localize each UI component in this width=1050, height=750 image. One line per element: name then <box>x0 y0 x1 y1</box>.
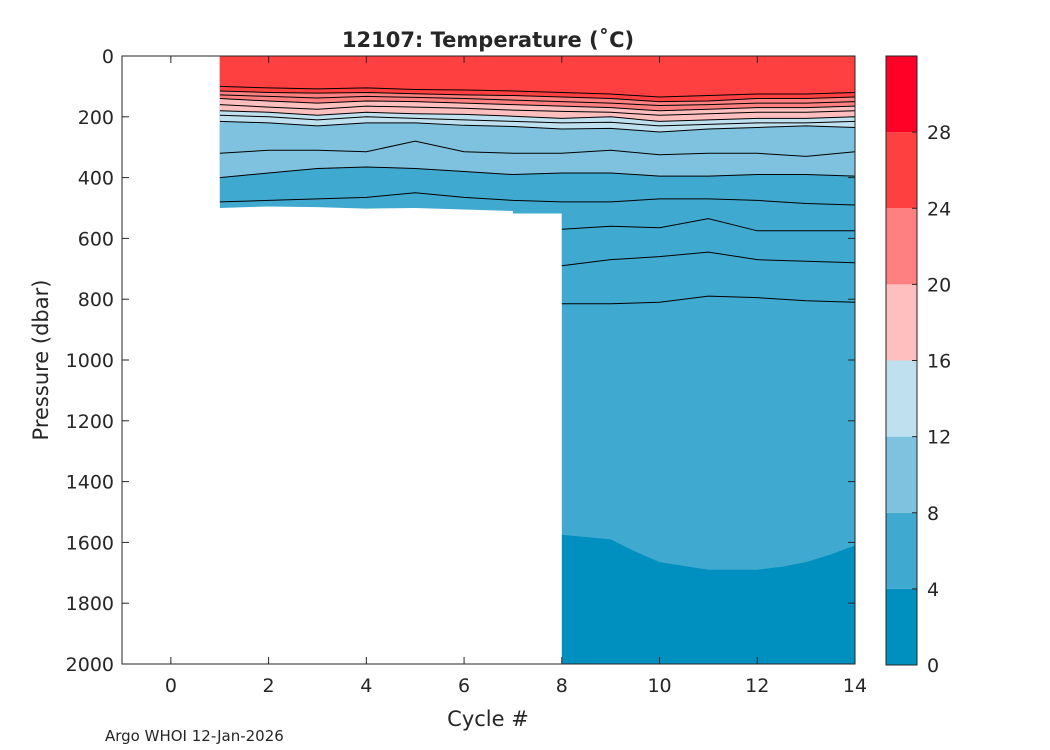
isotherm-5c <box>561 251 855 267</box>
credit-text: Argo WHOI 12-Jan-2026 <box>105 727 284 745</box>
band-below-4c <box>561 534 855 664</box>
isotherm-10c <box>219 140 855 157</box>
isotherm-6c <box>561 218 855 232</box>
isotherm-26c <box>219 85 855 98</box>
x-tick-label: 6 <box>458 675 470 697</box>
colorbar-tick-label: 24 <box>927 198 951 220</box>
colorbar-tick-label: 8 <box>927 503 939 525</box>
x-tick-label: 12 <box>745 675 769 697</box>
colorbar-swatch <box>886 132 917 209</box>
y-tick-label: 1600 <box>66 532 114 554</box>
y-tick-label: 200 <box>78 107 114 129</box>
y-tick-label: 1000 <box>66 350 114 372</box>
x-axis-label: Cycle # <box>447 707 529 731</box>
y-tick-label: 1200 <box>66 411 114 433</box>
colorbar-swatch <box>886 360 917 437</box>
isotherm-4c <box>561 295 855 305</box>
colorbar-swatch <box>886 56 917 133</box>
x-tick-label: 10 <box>647 675 671 697</box>
y-axis-label: Pressure (dbar) <box>29 280 53 441</box>
chart-title: 12107: Temperature (˚C) <box>342 28 634 52</box>
x-axis: 0 2 4 6 8 10 12 14 <box>165 56 867 697</box>
x-tick-label: 2 <box>263 675 275 697</box>
colorbar-tick-label: 12 <box>927 427 951 449</box>
colorbar: 0 4 8 12 16 20 24 28 <box>885 55 951 677</box>
isotherm-7c <box>219 192 855 206</box>
temperature-fill-layer <box>219 56 855 664</box>
y-tick-label: 400 <box>78 168 114 190</box>
y-tick-label: 800 <box>78 289 114 311</box>
isotherm-8c <box>219 166 855 179</box>
x-tick-label: 14 <box>843 675 867 697</box>
colorbar-tick-label: 28 <box>927 122 951 144</box>
x-tick-label: 4 <box>360 675 372 697</box>
colorbar-swatch <box>886 436 917 513</box>
isotherm-20c <box>219 98 855 112</box>
y-tick-label: 2000 <box>66 654 114 676</box>
band-above-26c <box>219 56 855 98</box>
colorbar-swatch <box>886 208 917 285</box>
colorbar-swatch <box>886 588 917 665</box>
colorbar-tick-label: 20 <box>927 274 951 296</box>
isotherm-16c <box>219 110 855 122</box>
colorbar-swatch <box>886 284 917 361</box>
y-tick-label: 600 <box>78 228 114 250</box>
colorbar-swatch <box>886 512 917 589</box>
isotherm-24c <box>219 90 855 103</box>
isotherm-14c <box>219 114 855 127</box>
y-tick-label: 0 <box>102 46 114 68</box>
isotherm-22c <box>219 94 855 107</box>
y-axis: 0 200 400 600 800 1000 1200 1400 1600 1800 2000 <box>66 46 855 676</box>
x-tick-label: 8 <box>556 675 568 697</box>
y-tick-label: 1800 <box>66 593 114 615</box>
isotherm-18c <box>219 104 855 116</box>
y-tick-label: 1400 <box>66 472 114 494</box>
colorbar-tick-label: 16 <box>927 351 951 373</box>
colorbar-tick-label: 0 <box>927 655 939 677</box>
colorbar-tick-label: 4 <box>927 579 939 601</box>
isotherm-contour-layer <box>219 85 855 305</box>
x-tick-label: 0 <box>165 675 177 697</box>
isotherm-12c <box>219 120 855 133</box>
